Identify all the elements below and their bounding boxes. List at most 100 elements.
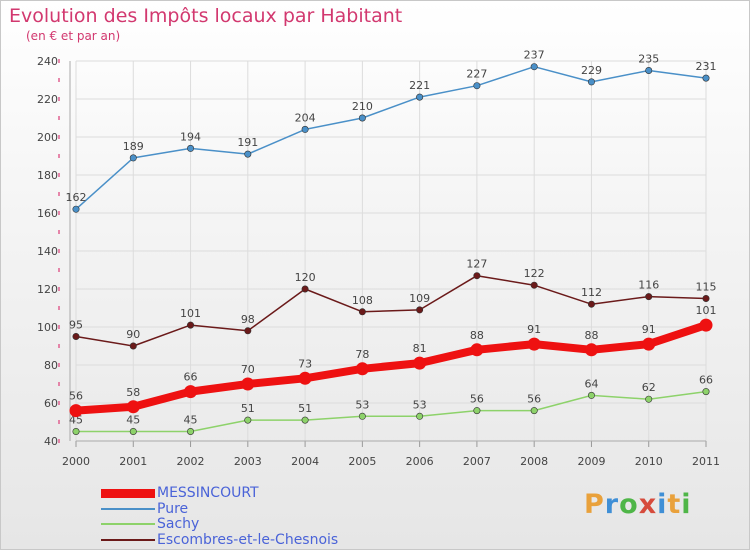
data-point (301, 416, 309, 424)
data-label: 64 (584, 377, 598, 390)
data-label: 229 (581, 64, 602, 77)
data-label: 88 (584, 329, 598, 342)
data-point (470, 343, 484, 357)
x-tick-label: 2001 (119, 455, 147, 468)
data-point (129, 427, 137, 435)
data-point (416, 412, 424, 420)
data-point (645, 293, 653, 301)
data-label: 194 (180, 130, 201, 143)
data-label: 70 (241, 363, 255, 376)
data-label: 231 (696, 60, 717, 73)
legend-swatch (101, 508, 155, 510)
data-point (473, 272, 481, 280)
legend-label: Sachy (157, 516, 200, 532)
data-label: 66 (184, 371, 198, 384)
y-tick-label: 220 (37, 93, 58, 106)
data-point (702, 388, 710, 396)
data-label: 101 (180, 307, 201, 320)
logo-letter: r (604, 489, 620, 520)
data-point (301, 285, 309, 293)
logo-letter: i (657, 489, 668, 520)
legend-item: Sachy (101, 516, 199, 532)
legend-item: Pure (101, 501, 188, 517)
logo-letter: t (667, 489, 682, 520)
data-label: 62 (642, 381, 656, 394)
data-point (129, 154, 137, 162)
data-label: 227 (466, 68, 487, 81)
data-label: 237 (524, 49, 545, 62)
x-tick-label: 2000 (62, 455, 90, 468)
data-point (241, 377, 255, 391)
chart-subtitle: (en € et par an) (26, 29, 121, 43)
legend-item: MESSINCOURT (101, 485, 259, 501)
data-point (530, 281, 538, 289)
data-point (69, 404, 83, 418)
data-label: 53 (413, 398, 427, 411)
data-point (358, 412, 366, 420)
data-point (72, 332, 80, 340)
y-tick-label: 160 (37, 207, 58, 220)
data-point (355, 362, 369, 376)
data-label: 81 (413, 342, 427, 355)
data-label: 210 (352, 100, 373, 113)
x-tick-label: 2007 (463, 455, 491, 468)
data-point (584, 343, 598, 357)
data-point (187, 427, 195, 435)
data-label: 109 (409, 292, 430, 305)
x-tick-label: 2002 (177, 455, 205, 468)
legend-label: MESSINCOURT (157, 485, 259, 501)
data-label: 45 (126, 414, 140, 427)
data-label: 112 (581, 286, 602, 299)
series-line-pure (75, 65, 707, 210)
data-point (187, 144, 195, 152)
logo-letter: P (584, 489, 605, 520)
legend-swatch (101, 523, 155, 525)
x-tick-label: 2005 (348, 455, 376, 468)
data-point (645, 67, 653, 75)
data-point (527, 337, 541, 351)
data-label: 78 (355, 348, 369, 361)
y-tick-label: 100 (37, 321, 58, 334)
proxiti-logo: Proxiti (584, 489, 692, 520)
logo-letter: o (619, 489, 639, 520)
data-point (530, 63, 538, 71)
data-point (530, 407, 538, 415)
data-point (587, 391, 595, 399)
series-line-escombres-et-le-chesnois (75, 274, 707, 347)
data-point (358, 114, 366, 122)
data-label: 162 (66, 191, 87, 204)
data-point (473, 82, 481, 90)
data-label: 116 (638, 279, 659, 292)
data-label: 91 (642, 323, 656, 336)
y-tick-label: 180 (37, 169, 58, 182)
legend-label: Escombres-et-le-Chesnois (157, 532, 339, 548)
y-tick-label: 40 (44, 435, 58, 448)
data-point (72, 427, 80, 435)
data-label: 56 (470, 393, 484, 406)
logo-letter: i (681, 489, 692, 520)
data-point (129, 342, 137, 350)
y-tick-label: 240 (37, 55, 58, 68)
data-point (642, 337, 656, 351)
y-tick-label: 120 (37, 283, 58, 296)
data-point (187, 321, 195, 329)
x-tick-label: 2010 (635, 455, 663, 468)
legend-item: Escombres-et-le-Chesnois (101, 532, 338, 548)
legend-swatch (101, 488, 155, 498)
data-point (702, 74, 710, 82)
data-label: 108 (352, 294, 373, 307)
data-label: 88 (470, 329, 484, 342)
data-point (416, 306, 424, 314)
data-point (702, 294, 710, 302)
legend-swatch (101, 539, 155, 541)
data-label: 189 (123, 140, 144, 153)
data-point (184, 385, 198, 399)
data-label: 122 (524, 267, 545, 280)
data-label: 51 (298, 402, 312, 415)
chart-title: Evolution des Impôts locaux par Habitant (9, 5, 403, 27)
x-tick-label: 2011 (692, 455, 720, 468)
data-point (587, 300, 595, 308)
data-label: 91 (527, 323, 541, 336)
series-line-sachy (75, 390, 707, 433)
